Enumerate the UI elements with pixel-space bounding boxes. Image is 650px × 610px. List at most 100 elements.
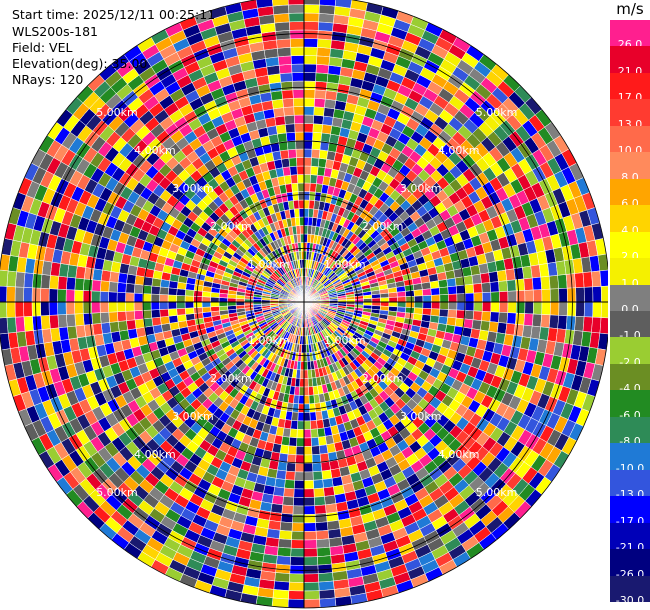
nrays-label: NRays: 120 — [12, 72, 84, 87]
range-ring-label: 4.00km — [438, 144, 480, 157]
velocity-gate — [23, 301, 33, 317]
velocity-gate — [273, 486, 285, 497]
velocity-gate — [574, 272, 585, 289]
velocity-gate — [159, 286, 170, 296]
velocity-gate — [293, 106, 305, 116]
velocity-gate — [289, 29, 305, 40]
velocity-gate — [293, 208, 300, 218]
velocity-gate — [291, 63, 305, 74]
velocity-gate — [167, 301, 177, 310]
velocity-gate — [303, 174, 311, 184]
velocity-gate — [303, 386, 310, 396]
velocity-gate — [14, 301, 25, 318]
velocity-gate — [303, 496, 315, 507]
velocity-gate — [439, 294, 449, 303]
velocity-gate — [281, 504, 294, 515]
velocity-gate — [291, 522, 305, 532]
velocity-gate — [269, 81, 283, 93]
velocity-gate — [277, 132, 288, 143]
velocity-gate — [133, 283, 144, 294]
velocity-gate — [100, 322, 112, 335]
velocity-gate — [591, 270, 602, 288]
velocity-gate — [317, 436, 327, 446]
velocity-gate — [274, 572, 291, 583]
velocity-gate — [515, 278, 525, 292]
velocity-gate — [285, 131, 296, 142]
velocity-gate — [201, 306, 212, 313]
velocity-gate — [290, 420, 299, 430]
site-label: WLS200s-181 — [12, 24, 98, 39]
velocity-gate — [274, 21, 291, 32]
velocity-gate — [592, 301, 602, 318]
velocity-gate — [371, 293, 381, 299]
velocity-gate — [303, 446, 313, 456]
velocity-gate — [303, 454, 313, 464]
velocity-gate — [295, 148, 305, 158]
velocity-gate — [506, 312, 517, 325]
velocity-gate — [496, 322, 508, 335]
ppi-canvas: 1.00km 1.00km 1.00km 1.00km 2.00km 2.00km 2.00… — [0, 0, 608, 609]
velocity-gate — [271, 494, 284, 506]
velocity-gate — [575, 287, 585, 303]
colorbar-scale: 26.0 21.0 17.0 13.0 10.0 8.0 6.0 4.0 2.0 1.0 0.0 -1… — [610, 20, 650, 607]
velocity-gate — [496, 269, 508, 282]
velocity-gate — [116, 282, 127, 293]
velocity-gate — [287, 0, 305, 6]
velocity-gate — [74, 289, 84, 303]
velocity-gate — [57, 275, 68, 290]
velocity-gate — [541, 288, 551, 303]
velocity-gate — [405, 301, 415, 309]
velocity-gate — [125, 292, 135, 303]
velocity-gate — [82, 290, 93, 303]
velocity-gate — [277, 55, 292, 66]
velocity-gate — [289, 556, 305, 566]
velocity-gate — [388, 301, 398, 308]
velocity-gate — [40, 315, 51, 330]
velocity-gate — [388, 291, 398, 298]
velocity-gate — [288, 4, 305, 14]
velocity-gate — [303, 479, 315, 490]
velocity-gate — [297, 174, 305, 184]
velocity-gate — [271, 98, 284, 110]
velocity-gate — [325, 90, 338, 101]
velocity-gate — [445, 269, 456, 280]
velocity-gate — [74, 301, 84, 315]
velocity-gate — [325, 81, 339, 93]
velocity-gate — [540, 314, 551, 329]
velocity-gate — [133, 310, 144, 321]
velocity-gate — [507, 290, 517, 303]
velocity-gate — [281, 89, 294, 100]
velocity-gate — [513, 323, 525, 337]
velocity-gate — [303, 123, 314, 133]
velocity-gate — [288, 581, 305, 592]
colorbar-unit: m/s — [616, 0, 644, 18]
range-ring-label: 3.00km — [172, 410, 214, 423]
velocity-gate — [108, 311, 119, 323]
velocity-gate — [284, 114, 295, 125]
velocity-gate — [296, 437, 305, 447]
velocity-gate — [293, 496, 305, 507]
velocity-gate — [285, 462, 296, 473]
velocity-gate — [272, 4, 290, 15]
velocity-gate — [472, 283, 483, 294]
velocity-gate — [575, 301, 585, 317]
velocity-gate — [316, 419, 325, 430]
velocity-gate — [318, 580, 335, 591]
velocity-gate — [397, 301, 407, 308]
velocity-gate — [532, 289, 543, 303]
velocity-gate — [100, 311, 110, 324]
velocity-gate — [82, 301, 93, 314]
velocity-gate — [291, 530, 305, 541]
velocity-gate — [541, 301, 551, 316]
velocity-gate — [321, 469, 333, 480]
velocity-gate — [481, 282, 492, 293]
velocity-gate — [275, 124, 287, 135]
velocity-gate — [523, 277, 534, 291]
velocity-gate — [303, 12, 320, 23]
velocity-gate — [429, 280, 440, 289]
velocity-gate — [379, 292, 390, 299]
velocity-gate — [23, 287, 33, 303]
velocity-gate — [308, 386, 315, 396]
velocity-gate — [184, 301, 194, 309]
velocity-gate — [290, 55, 305, 65]
